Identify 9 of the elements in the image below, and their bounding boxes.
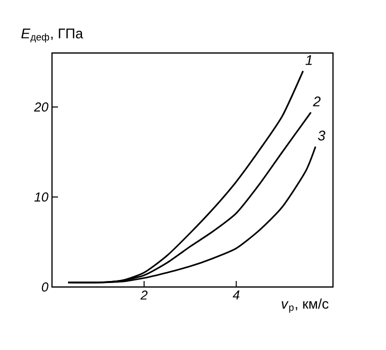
y-axis-title: E$_{деф}$, ГПа [21, 28, 84, 42]
y-tick-label: 0 [42, 282, 48, 292]
x-tick-label: 4 [232, 290, 240, 300]
y-tick-label: 20 [34, 102, 48, 112]
series-label: 3 [318, 130, 326, 140]
y-tick-label: 10 [34, 192, 48, 202]
series-label: 2 [312, 96, 321, 106]
series-label: 1 [306, 55, 312, 65]
x-axis-title: v$_{р}$, км/с [282, 298, 328, 313]
